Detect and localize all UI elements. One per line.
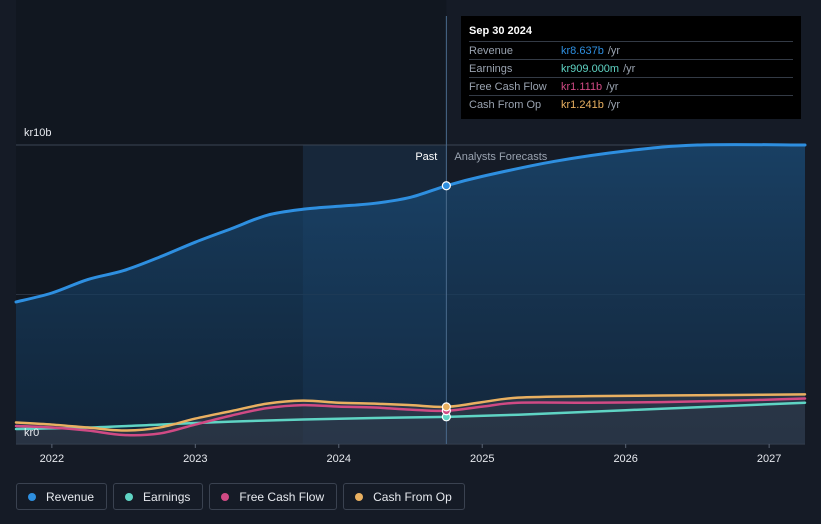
legend-item-free-cash-flow[interactable]: Free Cash Flow xyxy=(209,483,338,510)
legend-item-revenue[interactable]: Revenue xyxy=(16,483,108,510)
tooltip-value: kr1.241b xyxy=(561,98,604,111)
tooltip-label: Earnings xyxy=(469,62,513,75)
revenue-line xyxy=(14,143,807,304)
tooltip-unit: /yr xyxy=(606,80,619,93)
tooltip-row-earnings: Earnings kr909.000m /yr xyxy=(469,59,793,77)
legend-item-cash-from-op[interactable]: Cash From Op xyxy=(343,483,465,510)
x-tick-label: 2026 xyxy=(613,453,637,465)
tooltip-unit: /yr xyxy=(623,62,636,75)
legend-label: Free Cash Flow xyxy=(239,489,325,504)
tooltip-value: kr1.111b xyxy=(561,80,603,93)
tooltip-unit: /yr xyxy=(607,44,621,57)
x-tick-label: 2027 xyxy=(757,453,781,465)
forecast-label: Analysts Forecasts xyxy=(454,151,547,163)
tooltip-value: kr909.000m xyxy=(561,62,620,75)
revenue-marker xyxy=(441,181,451,191)
y-axis-label-bottom: kr0 xyxy=(24,427,39,439)
chart-legend: Revenue Earnings Free Cash Flow Cash Fro… xyxy=(16,483,465,510)
revenue-dot-icon xyxy=(28,492,36,501)
x-tick-label: 2025 xyxy=(470,453,494,465)
y-axis-label-top: kr10b xyxy=(24,127,52,139)
past-label: Past xyxy=(415,151,437,163)
x-tick-label: 2023 xyxy=(183,453,207,465)
cash-flow-area xyxy=(16,394,805,444)
tooltip-label: Cash From Op xyxy=(469,98,542,111)
tooltip-date: Sep 30 2024 xyxy=(469,25,532,37)
tooltip-row-revenue: Revenue kr8.637b /yr xyxy=(469,41,793,59)
cash-from-op-marker xyxy=(441,402,451,412)
tooltip-unit: /yr xyxy=(607,98,621,111)
earnings-dot-icon xyxy=(125,492,134,501)
revenue-area xyxy=(16,144,805,444)
x-tick-label: 2022 xyxy=(40,453,64,465)
free-cash-flow-line xyxy=(14,397,807,437)
cash-from-op-dot-icon xyxy=(355,492,364,501)
tooltip-value: kr8.637b xyxy=(561,44,604,57)
data-tooltip: Sep 30 2024 Revenue kr8.637b /yr Earning… xyxy=(461,16,801,119)
tooltip-label: Revenue xyxy=(469,44,514,57)
x-tick-label: 2024 xyxy=(327,453,351,465)
legend-label: Revenue xyxy=(46,489,95,504)
tooltip-row-cash-from-op: Cash From Op kr1.241b /yr xyxy=(469,95,793,113)
tooltip-row-free-cash-flow: Free Cash Flow kr1.111b /yr xyxy=(469,77,793,95)
legend-label: Cash From Op xyxy=(373,489,452,504)
cash-from-op-line xyxy=(14,393,807,432)
tooltip-label: Free Cash Flow xyxy=(469,80,547,93)
legend-label: Earnings xyxy=(143,489,191,504)
financials-chart: kr10b kr0 Past Analysts Forecasts 2022 2023 20… xyxy=(14,16,807,465)
free-cash-flow-dot-icon xyxy=(221,492,230,501)
earnings-line xyxy=(14,401,807,431)
legend-item-earnings[interactable]: Earnings xyxy=(113,483,204,510)
